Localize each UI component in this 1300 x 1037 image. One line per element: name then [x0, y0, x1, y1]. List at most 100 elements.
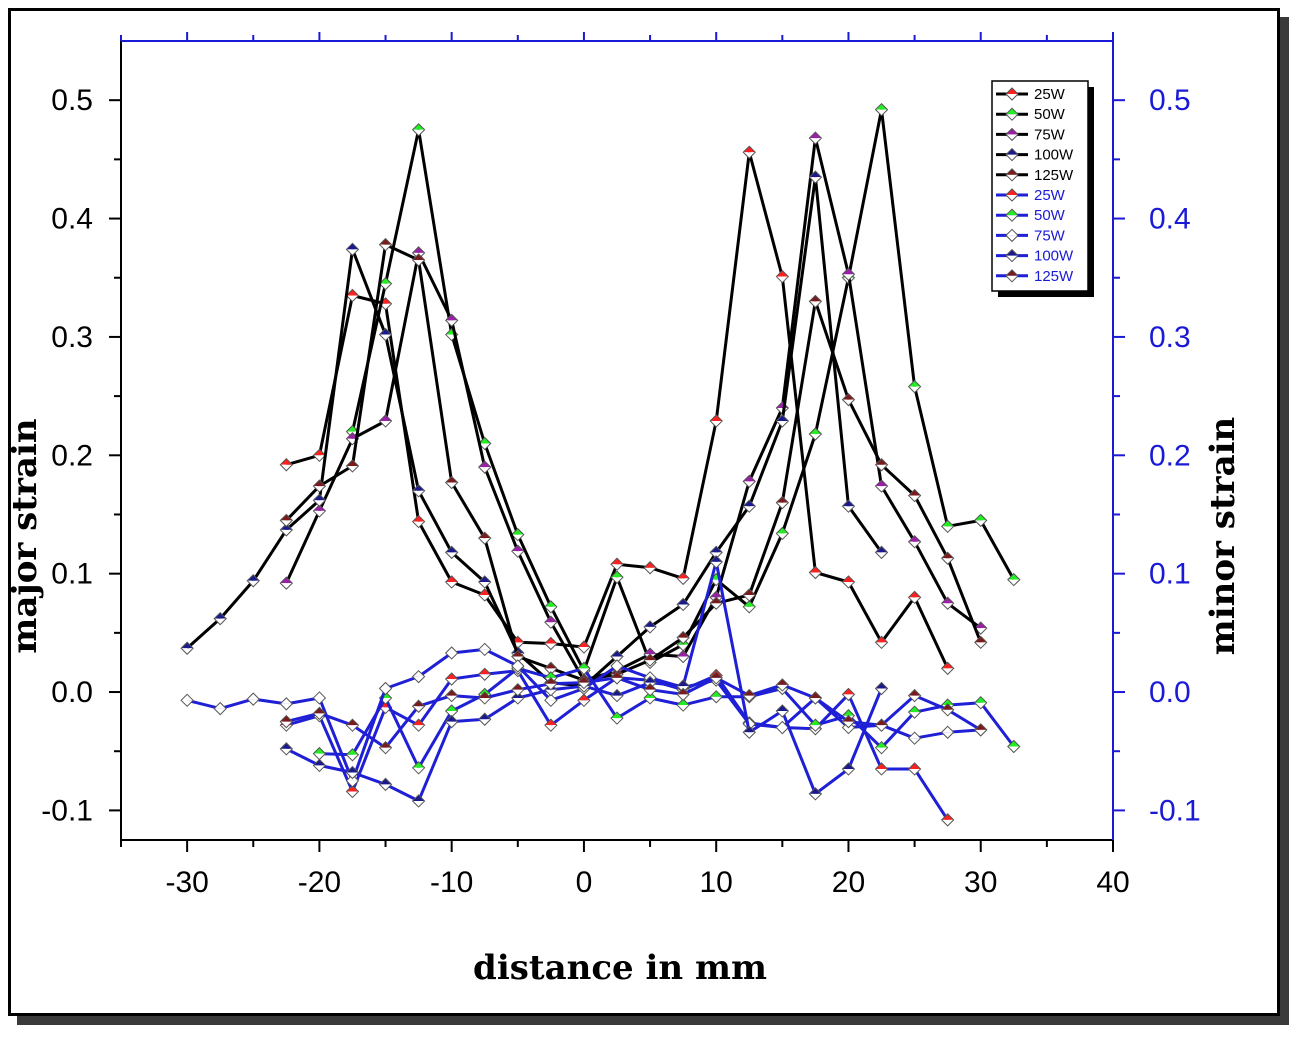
- marker-top-half: [280, 458, 293, 465]
- marker-top-half: [1006, 168, 1018, 175]
- marker-top-half: [776, 270, 789, 277]
- marker-top-half: [644, 683, 657, 690]
- marker-outline: [940, 813, 955, 827]
- data-point: [312, 493, 327, 507]
- marker-bottom-half: [280, 703, 293, 710]
- marker-bottom-half: [214, 708, 227, 715]
- marker-top-half: [908, 706, 921, 713]
- marker-bottom-half: [908, 695, 921, 702]
- data-point: [940, 813, 955, 827]
- marker-bottom-half: [842, 727, 855, 734]
- legend-entry: 25W: [996, 187, 1066, 204]
- data-point: [676, 698, 690, 712]
- marker-top-half: [743, 726, 756, 733]
- marker-outline: [444, 575, 459, 589]
- marker-top-half: [1006, 88, 1018, 94]
- data-point: [709, 555, 723, 569]
- marker-bottom-half: [677, 578, 690, 585]
- marker-bottom-half: [478, 443, 491, 450]
- legend-label: 25W: [1034, 187, 1066, 204]
- marker-bottom-half: [445, 721, 458, 728]
- data-point: [411, 761, 426, 775]
- marker-outline: [279, 523, 294, 537]
- marker-bottom-half: [710, 561, 723, 568]
- marker-bottom-half: [313, 697, 326, 704]
- data-point: [709, 671, 723, 685]
- marker-top-half: [544, 677, 557, 684]
- data-point: [742, 688, 756, 703]
- marker-outline: [345, 459, 360, 473]
- marker-bottom-half: [809, 301, 822, 308]
- marker-bottom-half: [1006, 154, 1018, 161]
- legend-entry: 125W: [996, 167, 1074, 184]
- marker-bottom-half: [842, 721, 855, 728]
- marker-bottom-half: [511, 689, 524, 696]
- data-point: [378, 414, 393, 428]
- marker-top-half: [445, 546, 458, 553]
- data-point: [180, 641, 194, 655]
- marker-top-half: [577, 676, 590, 683]
- data-point: [478, 531, 492, 545]
- marker-top-half: [511, 545, 524, 552]
- data-point: [974, 723, 988, 737]
- marker-top-half: [941, 813, 954, 820]
- marker-top-half: [445, 704, 458, 711]
- marker-outline: [544, 636, 558, 651]
- marker-outline: [610, 659, 624, 673]
- data-point: [775, 414, 790, 428]
- marker-outline: [444, 714, 459, 729]
- marker-outline: [974, 723, 988, 737]
- marker-top-half: [677, 631, 690, 638]
- marker-bottom-half: [544, 725, 557, 732]
- data-point: [312, 479, 327, 493]
- marker-bottom-half: [412, 129, 425, 136]
- marker-bottom-half: [577, 647, 590, 654]
- data-point: [841, 762, 856, 776]
- series-line: [285, 676, 982, 750]
- marker-bottom-half: [511, 534, 524, 541]
- data-point: [246, 692, 260, 706]
- marker-bottom-half: [644, 689, 657, 696]
- marker-top-half: [478, 461, 491, 468]
- marker-outline: [610, 671, 624, 685]
- y-tick-label-right: 0.3: [1149, 321, 1191, 354]
- marker-top-half: [974, 696, 987, 703]
- marker-outline: [345, 748, 360, 762]
- marker-top-half: [478, 532, 491, 539]
- marker-bottom-half: [677, 644, 690, 651]
- marker-outline: [974, 513, 988, 528]
- marker-outline: [1005, 168, 1019, 182]
- marker-outline: [841, 499, 856, 513]
- marker-outline: [709, 414, 723, 428]
- marker-top-half: [544, 719, 557, 726]
- data-point: [775, 704, 790, 718]
- marker-bottom-half: [776, 684, 789, 691]
- series-line: [285, 243, 983, 682]
- data-point: [742, 588, 756, 602]
- data-point: [742, 499, 756, 513]
- marker-bottom-half: [974, 729, 987, 736]
- legend-entry: 75W: [996, 126, 1066, 143]
- y-axis-title-right: minor strain: [1203, 417, 1243, 655]
- marker-outline: [742, 145, 756, 159]
- marker-bottom-half: [247, 699, 260, 706]
- y-tick-label-left: 0.5: [51, 84, 93, 117]
- marker-bottom-half: [379, 244, 392, 251]
- marker-outline: [907, 705, 922, 719]
- marker-outline: [345, 718, 360, 732]
- marker-outline: [411, 514, 426, 529]
- data-point: [974, 513, 988, 528]
- data-point: [312, 504, 327, 518]
- data-point: [411, 484, 426, 498]
- data-point: [444, 688, 459, 703]
- data-point: [907, 379, 922, 394]
- marker-outline: [345, 288, 360, 303]
- marker-outline: [775, 414, 790, 428]
- marker-outline: [808, 170, 823, 184]
- data-point: [841, 499, 856, 513]
- marker-bottom-half: [1006, 174, 1018, 181]
- marker-bottom-half: [478, 697, 491, 704]
- marker-top-half: [313, 707, 326, 714]
- marker-outline: [411, 718, 426, 732]
- marker-top-half: [280, 742, 293, 749]
